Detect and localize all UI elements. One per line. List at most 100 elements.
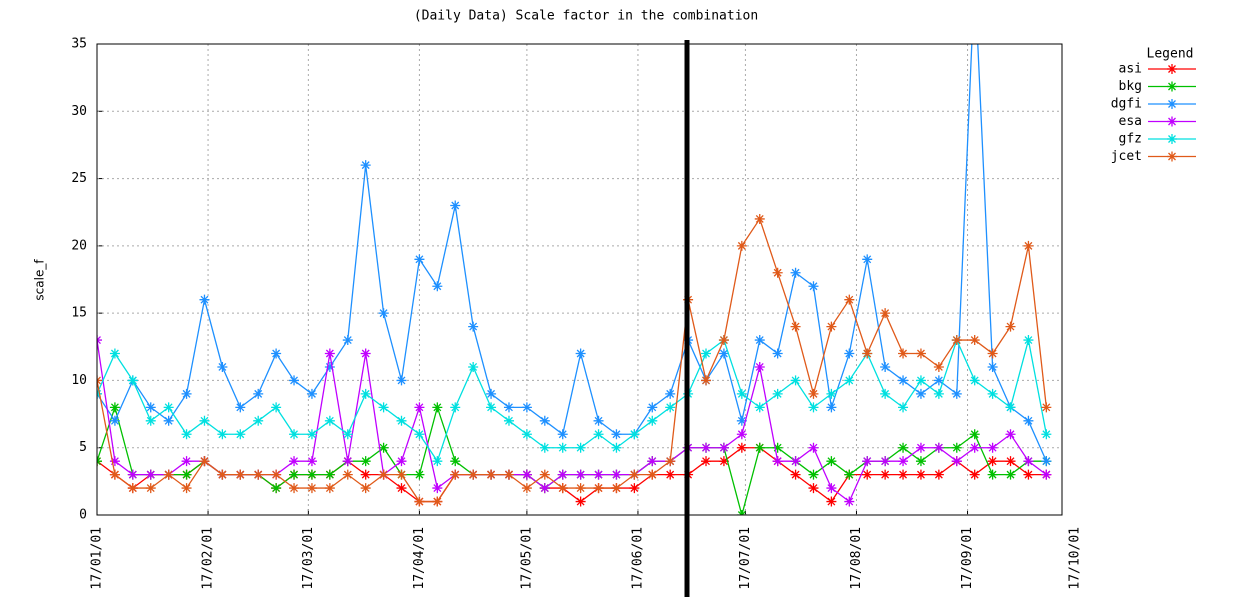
- marker: [503, 402, 514, 413]
- marker: [289, 483, 300, 494]
- marker: [808, 483, 819, 494]
- legend-label: bkg: [1119, 79, 1142, 94]
- marker: [271, 348, 282, 359]
- marker: [306, 429, 317, 440]
- marker: [951, 388, 962, 399]
- marker: [324, 415, 335, 426]
- marker: [915, 348, 926, 359]
- marker: [1167, 134, 1177, 144]
- marker: [217, 429, 228, 440]
- y-axis-label: scale_f: [33, 259, 47, 301]
- marker: [772, 267, 783, 278]
- marker: [987, 442, 998, 453]
- marker: [503, 415, 514, 426]
- marker: [521, 429, 532, 440]
- marker: [754, 442, 765, 453]
- y-tick-label: 35: [71, 37, 87, 52]
- legend-label: gfz: [1119, 132, 1142, 147]
- marker: [718, 348, 729, 359]
- marker: [790, 267, 801, 278]
- marker: [862, 456, 873, 467]
- marker: [1005, 429, 1016, 440]
- marker: [575, 469, 586, 480]
- marker: [790, 469, 801, 480]
- marker: [826, 321, 837, 332]
- marker: [1167, 116, 1177, 127]
- marker: [826, 388, 837, 399]
- marker: [808, 469, 819, 480]
- marker: [450, 469, 461, 480]
- marker: [844, 469, 855, 480]
- marker: [611, 429, 622, 440]
- marker: [987, 361, 998, 372]
- marker: [181, 483, 192, 494]
- marker: [253, 415, 264, 426]
- marker: [701, 442, 712, 453]
- legend-label: jcet: [1111, 149, 1142, 164]
- marker: [306, 456, 317, 467]
- marker: [1167, 81, 1177, 92]
- marker: [808, 442, 819, 453]
- marker: [414, 496, 425, 507]
- marker: [915, 375, 926, 386]
- marker: [486, 388, 497, 399]
- marker: [396, 375, 407, 386]
- marker: [898, 442, 909, 453]
- marker: [1041, 429, 1052, 440]
- marker: [163, 415, 174, 426]
- marker: [109, 415, 120, 426]
- marker: [181, 388, 192, 399]
- marker: [557, 483, 568, 494]
- marker: [235, 469, 246, 480]
- marker: [915, 456, 926, 467]
- marker: [826, 456, 837, 467]
- marker: [1005, 456, 1016, 467]
- marker: [575, 442, 586, 453]
- marker: [432, 456, 443, 467]
- marker: [593, 415, 604, 426]
- marker: [217, 469, 228, 480]
- marker: [360, 483, 371, 494]
- marker: [736, 388, 747, 399]
- series-line: [97, 44, 1047, 462]
- x-tick-label: 17/07/01: [738, 527, 753, 590]
- x-tick-label: 17/03/01: [301, 527, 316, 590]
- marker: [396, 415, 407, 426]
- y-tick-label: 15: [71, 306, 87, 321]
- marker: [1167, 151, 1177, 162]
- marker: [396, 469, 407, 480]
- marker: [898, 456, 909, 467]
- marker: [593, 469, 604, 480]
- marker: [593, 483, 604, 494]
- marker: [736, 415, 747, 426]
- marker: [790, 456, 801, 467]
- marker: [486, 402, 497, 413]
- marker: [718, 442, 729, 453]
- marker: [718, 456, 729, 467]
- x-tick-label: 17/04/01: [412, 527, 427, 590]
- chart-title: (Daily Data) Scale factor in the combina…: [414, 9, 758, 24]
- marker: [969, 429, 980, 440]
- x-tick-label: 17/05/01: [519, 527, 534, 590]
- marker: [575, 348, 586, 359]
- marker: [772, 388, 783, 399]
- marker: [521, 469, 532, 480]
- y-tick-label: 20: [71, 238, 87, 253]
- marker: [1023, 335, 1034, 346]
- marker: [808, 281, 819, 292]
- marker: [271, 402, 282, 413]
- marker: [754, 402, 765, 413]
- marker: [629, 469, 640, 480]
- marker: [647, 415, 658, 426]
- marker: [898, 469, 909, 480]
- marker: [181, 429, 192, 440]
- marker: [360, 469, 371, 480]
- marker: [557, 442, 568, 453]
- marker: [521, 483, 532, 494]
- marker: [754, 361, 765, 372]
- marker: [880, 456, 891, 467]
- marker: [503, 469, 514, 480]
- marker: [611, 483, 622, 494]
- marker: [378, 402, 389, 413]
